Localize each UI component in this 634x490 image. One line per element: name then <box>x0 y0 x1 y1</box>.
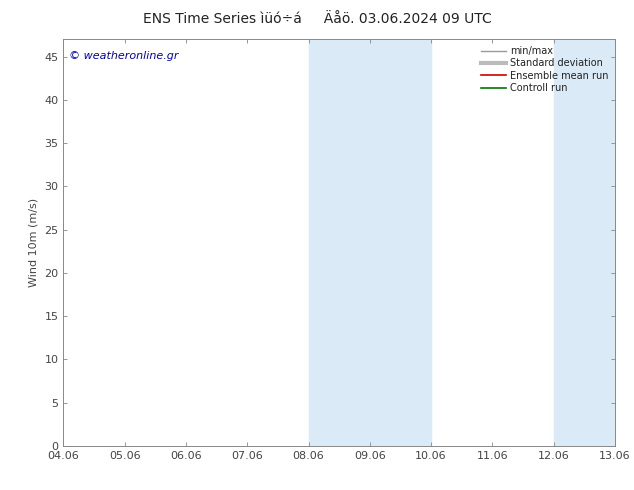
Legend: min/max, Standard deviation, Ensemble mean run, Controll run: min/max, Standard deviation, Ensemble me… <box>479 44 610 95</box>
Bar <box>309 39 431 446</box>
Text: ENS Time Series ìüó÷á     Äåö. 03.06.2024 09 UTC: ENS Time Series ìüó÷á Äåö. 03.06.2024 09… <box>143 12 491 26</box>
Bar <box>553 39 615 446</box>
Y-axis label: Wind 10m (m/s): Wind 10m (m/s) <box>29 198 39 287</box>
Text: © weatheronline.gr: © weatheronline.gr <box>69 51 178 61</box>
